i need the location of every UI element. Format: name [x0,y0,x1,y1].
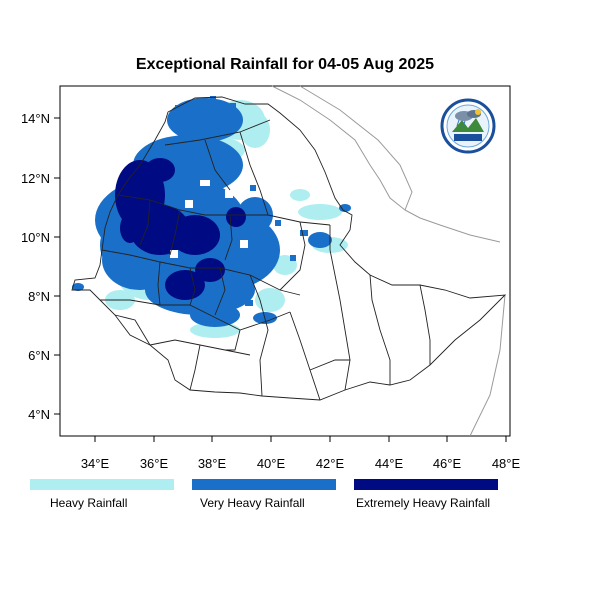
legend-label-very-heavy: Very Heavy Rainfall [200,496,305,510]
longitude-ticks: 34°E 36°E 38°E 40°E 42°E 44°E 46°E 48°E [81,436,521,471]
dry-gap-cell [185,200,193,208]
heavy-rainfall-area [290,189,310,201]
legend-swatch-very-heavy [192,479,336,490]
lon-tick-label: 48°E [492,456,521,471]
very-heavy-rainfall-cell [275,220,281,226]
very-heavy-rainfall-cell [210,96,216,104]
lat-tick-label: 12°N [21,171,50,186]
heavy-rainfall-area [190,322,240,338]
lat-tick-label: 14°N [21,111,50,126]
meteorology-institute-logo [440,98,496,154]
very-heavy-rainfall-cell [175,105,183,113]
extreme-rainfall-area [145,158,175,182]
very-heavy-rainfall-cell [300,230,308,236]
legend-swatch-heavy [30,479,174,490]
dry-gap-cell [170,250,178,258]
map-title: Exceptional Rainfall for 04-05 Aug 2025 [135,56,435,73]
extreme-rainfall-area [170,215,220,255]
dry-gap-cell [240,240,248,248]
extreme-rainfall-area [226,207,246,227]
very-heavy-rainfall-area [339,204,351,212]
heavy-rainfall-area [255,288,285,312]
very-heavy-rainfall-cell [193,123,199,129]
extreme-rainfall-area [120,213,140,243]
very-heavy-rainfall-cell [245,300,253,306]
heavy-rainfall-area [298,204,342,220]
lon-tick-label: 38°E [198,456,227,471]
lat-tick-label: 8°N [28,289,50,304]
lon-tick-label: 40°E [257,456,286,471]
country-outline [71,96,507,401]
latitude-ticks: 14°N 12°N 10°N 8°N 6°N 4°N [21,111,60,422]
dry-gap-cell [200,180,210,186]
very-heavy-rainfall-area [72,283,84,291]
lon-tick-label: 36°E [140,456,169,471]
dry-gap-cell [225,190,233,198]
lat-tick-label: 6°N [28,348,50,363]
extreme-rainfall-area [195,258,225,282]
heavy-rainfall-area [240,112,270,148]
neighbor-borders [271,85,506,437]
region-boundaries [71,96,507,401]
lon-tick-label: 34°E [81,456,110,471]
very-heavy-rainfall-area [167,98,243,142]
legend-label-extreme: Extremely Heavy Rainfall [356,496,491,510]
legend-swatch-extreme [354,479,498,490]
very-heavy-rainfall-cell [250,185,256,191]
very-heavy-rainfall-cell [290,255,296,261]
very-heavy-rainfall-area [308,232,332,248]
legend-label-heavy: Heavy Rainfall [50,496,128,510]
lon-tick-label: 42°E [316,456,345,471]
lon-tick-label: 44°E [375,456,404,471]
extreme-rainfall-area [165,270,205,300]
lat-tick-label: 4°N [28,407,50,422]
lon-tick-label: 46°E [433,456,462,471]
very-heavy-rainfall-cell [230,103,236,109]
lat-tick-label: 10°N [21,230,50,245]
